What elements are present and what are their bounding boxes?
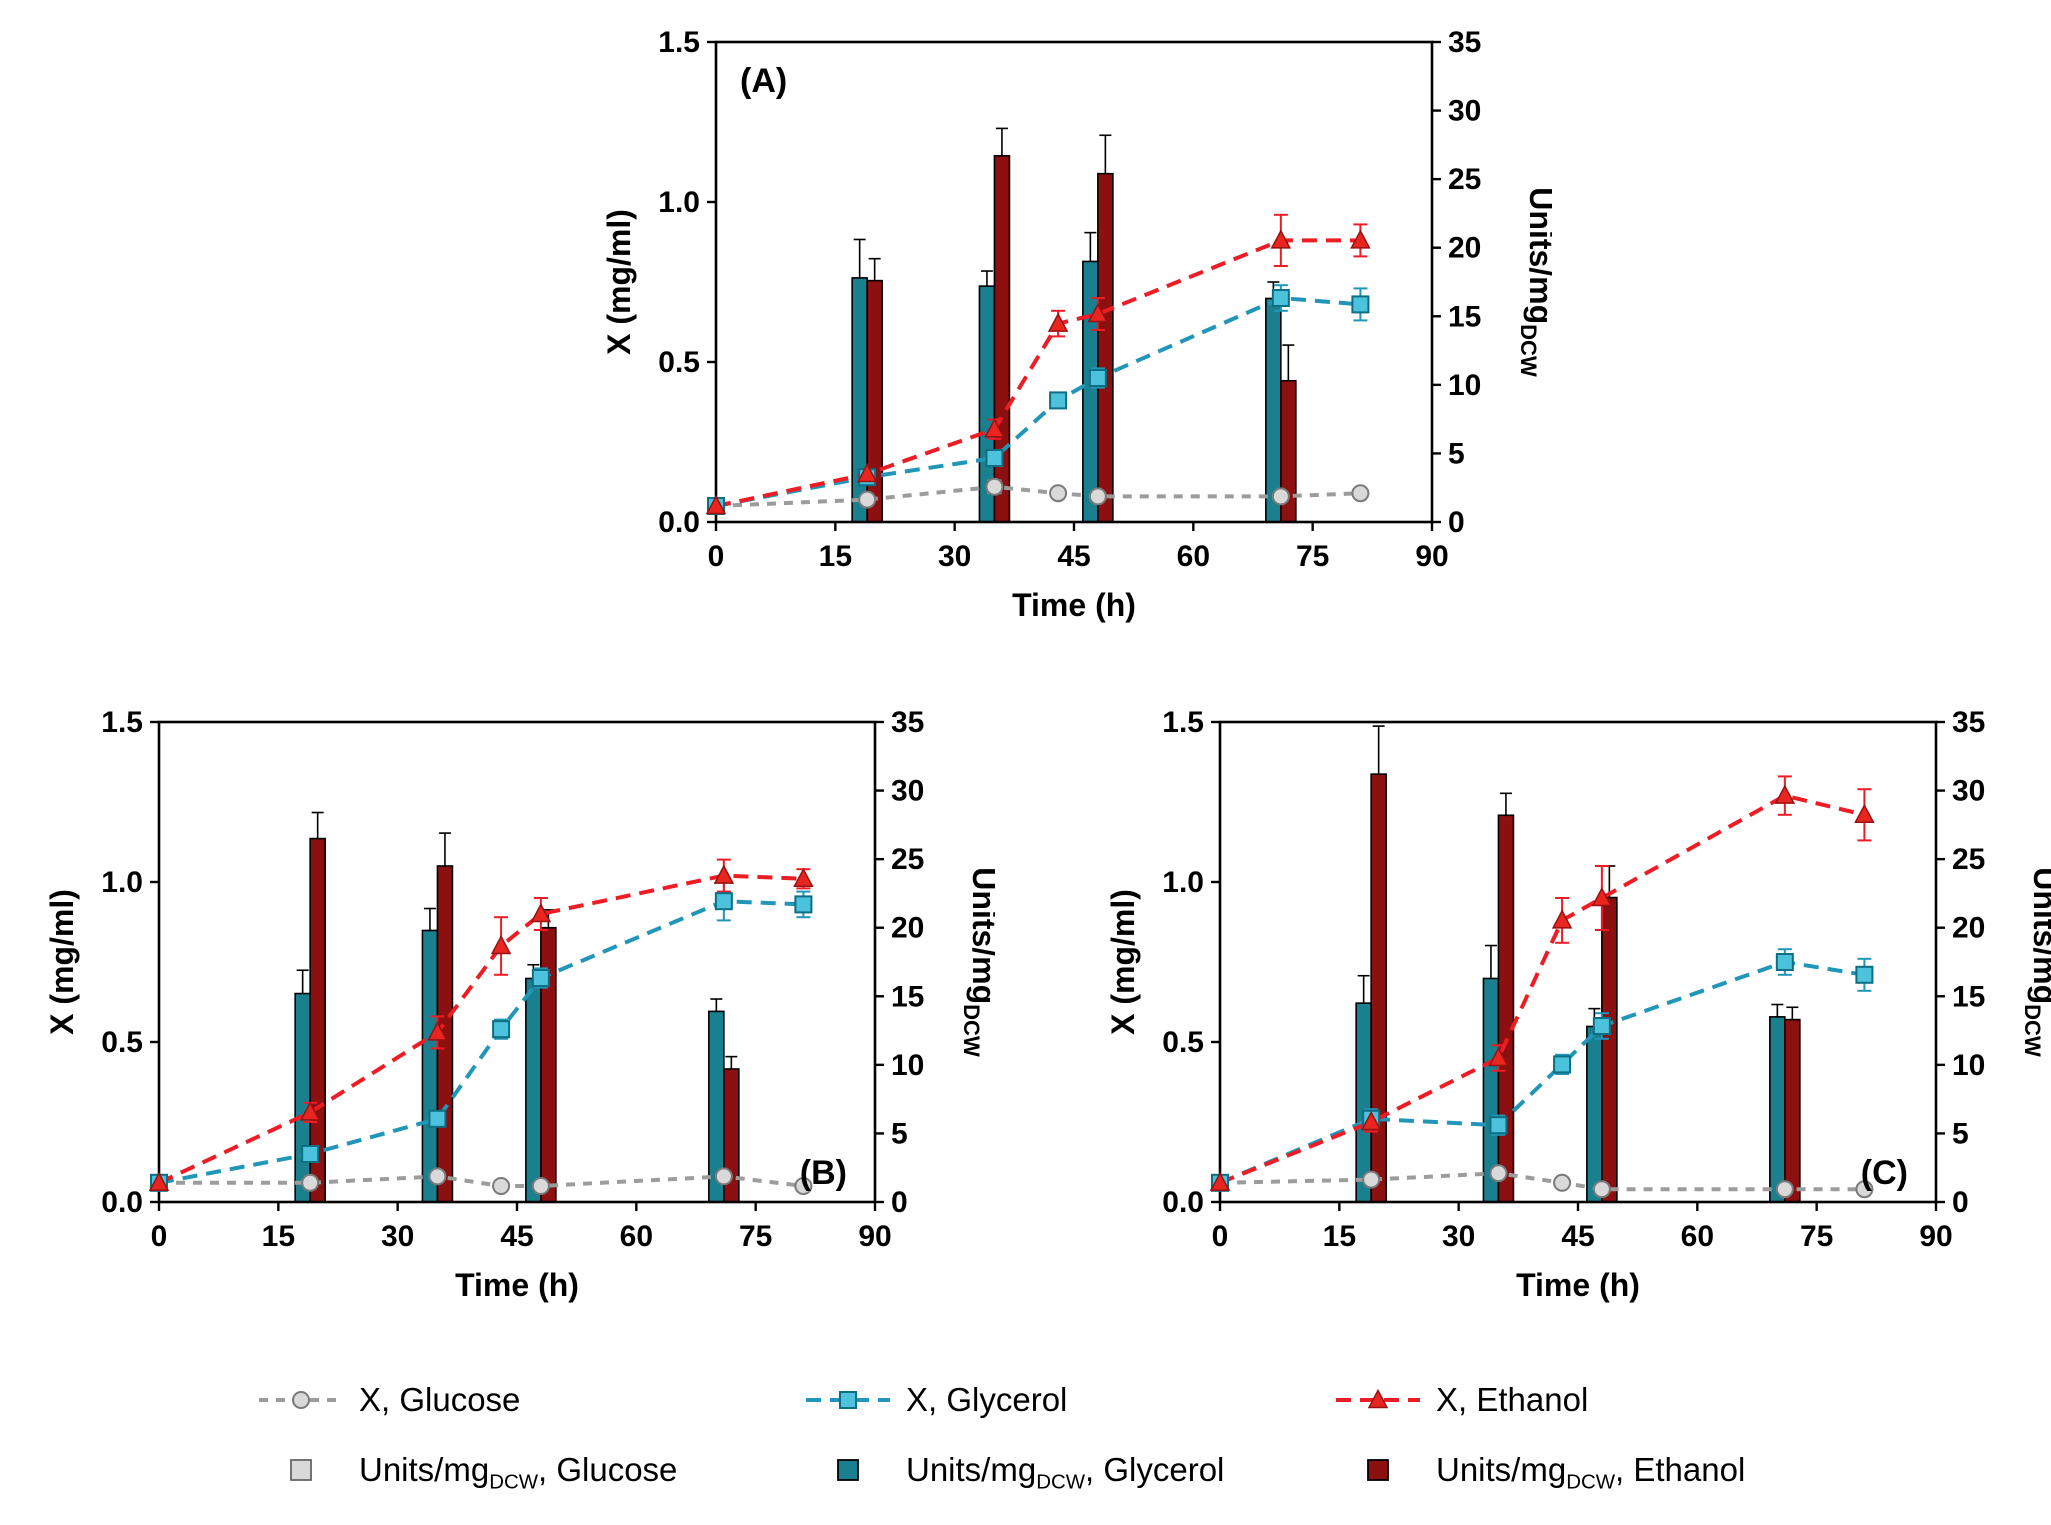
svg-text:25: 25 — [891, 843, 924, 876]
svg-text:Time (h): Time (h) — [1012, 587, 1136, 623]
svg-text:90: 90 — [858, 1220, 891, 1253]
legend-item-units-ethanol: Units/mgDCW, Ethanol — [1332, 1448, 1745, 1492]
svg-text:15: 15 — [891, 980, 924, 1013]
svg-text:0.0: 0.0 — [1162, 1186, 1204, 1219]
glycerol-line-swatch-icon — [806, 1391, 890, 1409]
legend-label-x-glucose: X, Glucose — [359, 1381, 521, 1418]
svg-text:20: 20 — [891, 912, 924, 945]
svg-text:0.0: 0.0 — [101, 1186, 143, 1219]
svg-text:10: 10 — [1952, 1049, 1985, 1082]
svg-text:10: 10 — [891, 1049, 924, 1082]
svg-text:5: 5 — [1952, 1117, 1969, 1150]
legend-label-units-glucose: Units/mgDCW, Glucose — [359, 1451, 678, 1494]
svg-text:30: 30 — [938, 540, 971, 573]
legend-label-x-glycerol: X, Glycerol — [906, 1381, 1068, 1418]
svg-text:60: 60 — [1177, 540, 1210, 573]
svg-text:75: 75 — [1800, 1220, 1833, 1253]
svg-text:1.0: 1.0 — [658, 186, 700, 219]
svg-text:0: 0 — [1448, 506, 1465, 539]
svg-text:90: 90 — [1919, 1220, 1952, 1253]
svg-text:0.5: 0.5 — [658, 346, 700, 379]
legend-label-units-glycerol: Units/mgDCW, Glycerol — [906, 1451, 1225, 1494]
svg-text:5: 5 — [891, 1117, 908, 1150]
svg-text:0: 0 — [1952, 1186, 1969, 1219]
svg-text:45: 45 — [1057, 540, 1090, 573]
svg-text:X (mg/ml): X (mg/ml) — [1105, 889, 1141, 1035]
svg-text:(A): (A) — [740, 62, 787, 100]
panel-c-chart: 0 15 30 45 60 75 90 0.0 0.5 1.0 1.5 0 5 10 15 20 25 30 35 (… — [1105, 706, 2051, 1303]
svg-text:15: 15 — [262, 1220, 295, 1253]
svg-text:30: 30 — [1442, 1220, 1475, 1253]
svg-text:45: 45 — [500, 1220, 533, 1253]
svg-text:45: 45 — [1561, 1220, 1594, 1253]
panel-a-chart: 0 15 30 45 60 75 90 0.0 0.5 1.0 1.5 0 5 10 15 20 25 30 35 (… — [601, 26, 1552, 623]
svg-text:1.5: 1.5 — [101, 706, 143, 739]
svg-text:1.0: 1.0 — [101, 866, 143, 899]
svg-text:(C): (C) — [1861, 1154, 1908, 1192]
svg-text:30: 30 — [1448, 95, 1481, 128]
svg-text:20: 20 — [1952, 912, 1985, 945]
svg-text:Units/mgDCW: Units/mgDCW — [959, 867, 995, 1057]
svg-text:5: 5 — [1448, 437, 1465, 470]
panel-b-chart: 0 15 30 45 60 75 90 0.0 0.5 1.0 1.5 0 5 10 15 20 25 30 35 (… — [44, 706, 995, 1303]
svg-text:Time (h): Time (h) — [455, 1267, 579, 1303]
svg-text:X (mg/ml): X (mg/ml) — [44, 889, 80, 1035]
svg-text:15: 15 — [1952, 980, 1985, 1013]
svg-text:0.5: 0.5 — [1162, 1026, 1204, 1059]
svg-text:1.5: 1.5 — [1162, 706, 1204, 739]
svg-text:(B): (B) — [800, 1154, 847, 1192]
svg-text:20: 20 — [1448, 232, 1481, 265]
svg-text:35: 35 — [1448, 26, 1481, 59]
svg-text:75: 75 — [1296, 540, 1329, 573]
svg-text:Units/mgDCW: Units/mgDCW — [2020, 867, 2051, 1057]
legend-item-x-glucose: X, Glucose — [255, 1378, 520, 1422]
svg-text:0: 0 — [891, 1186, 908, 1219]
svg-text:30: 30 — [1952, 775, 1985, 808]
glycerol-bar-swatch-icon — [837, 1459, 859, 1481]
legend-item-units-glycerol: Units/mgDCW, Glycerol — [802, 1448, 1224, 1492]
svg-text:25: 25 — [1448, 163, 1481, 196]
svg-text:0.0: 0.0 — [658, 506, 700, 539]
svg-text:1.5: 1.5 — [658, 26, 700, 59]
legend-label-units-ethanol: Units/mgDCW, Ethanol — [1436, 1451, 1746, 1494]
svg-text:75: 75 — [739, 1220, 772, 1253]
svg-text:25: 25 — [1952, 843, 1985, 876]
legend-item-x-ethanol: X, Ethanol — [1332, 1378, 1588, 1422]
svg-text:1.0: 1.0 — [1162, 866, 1204, 899]
svg-text:35: 35 — [1952, 706, 1985, 739]
svg-text:60: 60 — [1681, 1220, 1714, 1253]
svg-text:30: 30 — [381, 1220, 414, 1253]
svg-text:15: 15 — [819, 540, 852, 573]
svg-text:0: 0 — [1212, 1220, 1229, 1253]
legend-label-x-ethanol: X, Ethanol — [1436, 1381, 1589, 1418]
glucose-bar-swatch-icon — [290, 1459, 312, 1481]
legend-item-units-glucose: Units/mgDCW, Glucose — [255, 1448, 677, 1492]
svg-text:10: 10 — [1448, 369, 1481, 402]
svg-text:X (mg/ml): X (mg/ml) — [601, 209, 637, 355]
svg-text:60: 60 — [620, 1220, 653, 1253]
svg-text:15: 15 — [1323, 1220, 1356, 1253]
svg-text:30: 30 — [891, 775, 924, 808]
svg-text:0: 0 — [708, 540, 725, 573]
svg-text:0.5: 0.5 — [101, 1026, 143, 1059]
svg-text:Time (h): Time (h) — [1516, 1267, 1640, 1303]
legend-item-x-glycerol: X, Glycerol — [802, 1378, 1067, 1422]
ethanol-line-swatch-icon — [1336, 1388, 1420, 1409]
svg-text:Units/mgDCW: Units/mgDCW — [1516, 187, 1552, 377]
svg-text:15: 15 — [1448, 300, 1481, 333]
svg-text:90: 90 — [1415, 540, 1448, 573]
svg-text:35: 35 — [891, 706, 924, 739]
ethanol-bar-swatch-icon — [1367, 1459, 1389, 1481]
svg-text:0: 0 — [151, 1220, 168, 1253]
glucose-line-swatch-icon — [259, 1391, 343, 1409]
